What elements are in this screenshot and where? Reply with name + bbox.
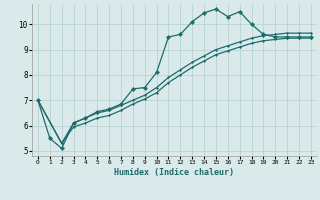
X-axis label: Humidex (Indice chaleur): Humidex (Indice chaleur) <box>115 168 234 177</box>
